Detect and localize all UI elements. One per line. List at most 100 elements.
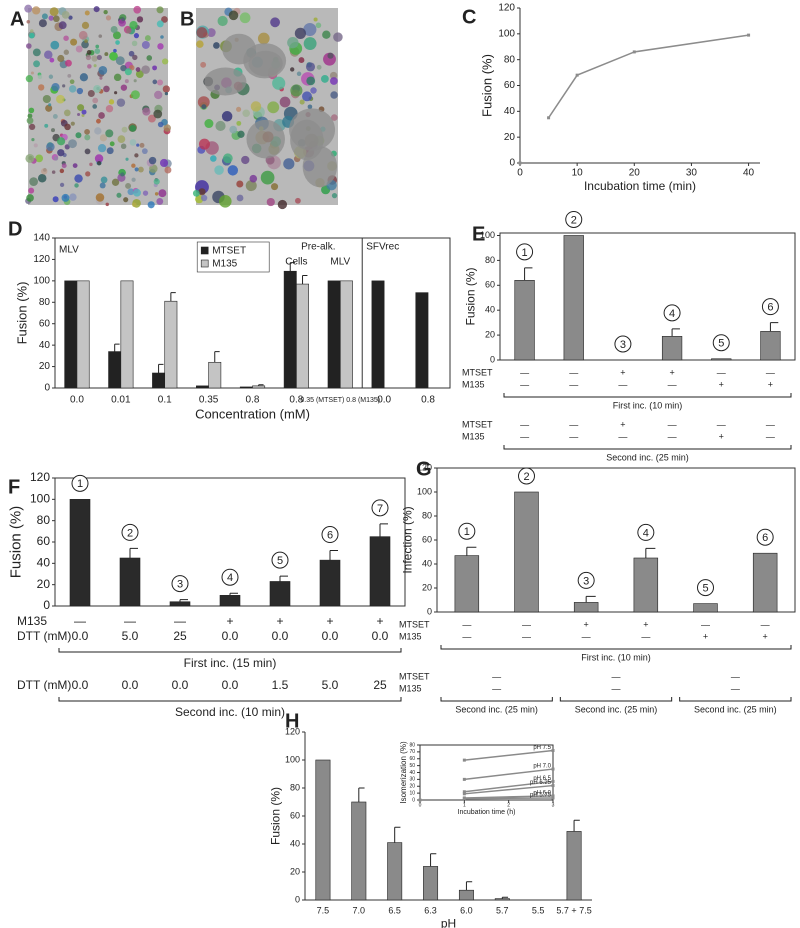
condition: — [731, 683, 740, 693]
cell [121, 126, 128, 133]
cell [192, 189, 200, 197]
bracket [440, 697, 553, 702]
y-tick-label: 80 [409, 742, 415, 748]
cell [316, 64, 322, 70]
error-bar [358, 787, 365, 802]
condition-title: First inc. (10 min) [613, 400, 683, 410]
cell [56, 137, 66, 146]
cell [41, 13, 48, 20]
cell [57, 54, 65, 62]
y-tick-label: 0 [295, 894, 300, 904]
x-axis-label: Incubation time (min) [584, 179, 696, 193]
row-label: DTT (mM) [17, 678, 71, 692]
bar [269, 581, 291, 607]
y-tick-label: 80 [39, 297, 51, 308]
cell [67, 73, 72, 78]
cell [201, 104, 207, 110]
cell [93, 64, 97, 68]
y-tick-label: 120 [285, 726, 300, 736]
cell [26, 194, 34, 202]
cell [96, 118, 101, 124]
cell [31, 6, 41, 15]
cell [24, 4, 33, 13]
cell [307, 104, 313, 110]
bar [573, 602, 599, 613]
bar-label: 4 [669, 308, 675, 320]
bar-label: 4 [643, 527, 649, 539]
condition: 0.0 [72, 678, 89, 692]
cell [62, 84, 66, 88]
y-tick-label: 60 [39, 318, 51, 329]
label-circle [518, 467, 535, 485]
condition: 0.0 [222, 678, 239, 692]
cell [124, 68, 132, 76]
annotation: Pre-alk. [301, 242, 335, 253]
cell [129, 124, 137, 132]
cell [99, 76, 103, 80]
bar [208, 361, 222, 389]
x-tick-label: 7.0 [353, 905, 366, 915]
annotation: MLV [330, 257, 350, 268]
cell [70, 38, 78, 46]
cell [105, 15, 112, 21]
y-tick-label: 0 [412, 797, 415, 803]
bar [108, 351, 122, 389]
cell [92, 97, 99, 104]
annotation: Cells [285, 257, 307, 268]
y-tick-label: 120 [498, 3, 515, 14]
bar-label: 6 [762, 532, 768, 544]
cell [51, 83, 60, 92]
y-tick-label: 20 [485, 329, 495, 339]
y-tick-label: 70 [409, 749, 415, 755]
cell [141, 41, 150, 49]
cell [299, 99, 305, 105]
cell [41, 168, 48, 175]
bar [514, 280, 535, 361]
condition: 5.0 [322, 678, 339, 692]
error-bar [170, 292, 176, 302]
condition: — [717, 419, 726, 429]
x-tick-label: 20 [629, 168, 641, 179]
panel-label: F [8, 476, 20, 498]
condition: — [174, 614, 186, 628]
y-tick-label: 100 [30, 492, 50, 506]
condition: 0.0 [322, 629, 339, 643]
cell [37, 74, 43, 80]
y-tick-label: 0 [490, 354, 495, 364]
row-label: MTSET [462, 419, 493, 429]
cell [65, 59, 72, 67]
y-tick-label: 20 [39, 361, 51, 372]
cell [133, 79, 137, 83]
cell [123, 197, 129, 203]
condition: + [703, 631, 708, 641]
cell [331, 114, 338, 121]
cell [51, 170, 56, 174]
error-bar [671, 328, 680, 337]
bracket [58, 648, 402, 653]
cell [136, 143, 140, 147]
bar [514, 491, 539, 613]
condition: + [376, 614, 383, 628]
condition: 5.0 [122, 629, 139, 643]
cell [25, 153, 35, 163]
cell [37, 173, 47, 183]
cell [134, 167, 139, 172]
y-tick-label: 80 [504, 54, 516, 65]
condition: 0.0 [72, 629, 89, 643]
cell [27, 113, 33, 119]
cell [50, 128, 55, 133]
error-bar [279, 575, 288, 582]
marker [575, 73, 579, 77]
bar-label: 2 [127, 527, 133, 539]
condition: — [701, 619, 710, 629]
condition: — [462, 631, 471, 641]
cell [94, 127, 102, 135]
cell [310, 87, 317, 94]
error-bar [465, 881, 473, 891]
cell [164, 92, 169, 96]
cell [141, 65, 150, 74]
cell [133, 33, 140, 39]
y-axis-label: Fusion (%) [8, 506, 25, 579]
cell [296, 71, 302, 77]
frame [499, 232, 796, 361]
